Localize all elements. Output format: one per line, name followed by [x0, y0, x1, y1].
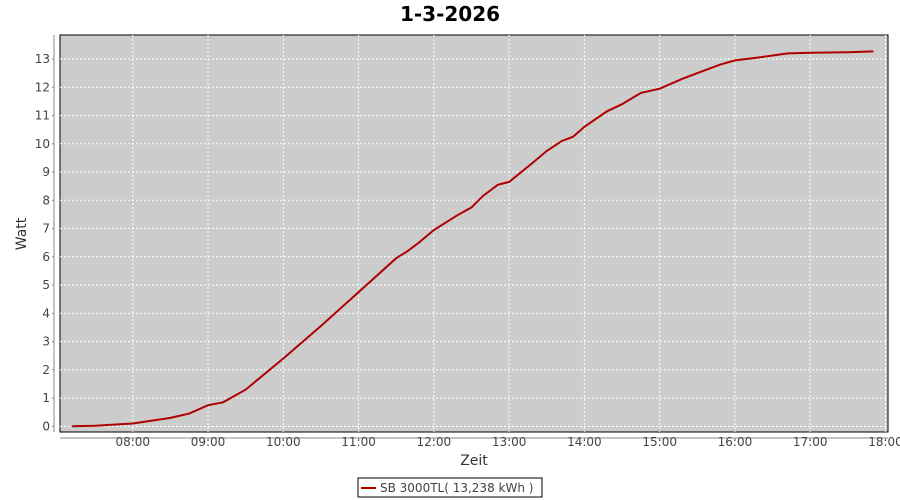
data-point: [433, 229, 435, 231]
y-tick-label: 2: [42, 363, 50, 377]
data-point: [704, 69, 706, 72]
plot-area: [59, 34, 889, 433]
x-axis-label: Zeit: [460, 453, 488, 469]
data-point: [719, 63, 721, 66]
data-point: [131, 422, 134, 425]
data-point: [621, 103, 623, 106]
y-tick-label: 7: [42, 222, 50, 236]
y-tick-label: 13: [35, 52, 50, 66]
data-point: [545, 150, 548, 152]
data-point: [320, 325, 322, 327]
data-point: [872, 50, 874, 53]
x-tick-label: 11:00: [341, 435, 376, 449]
data-point: [530, 162, 533, 165]
data-point: [481, 195, 484, 197]
x-tick-label: 15:00: [642, 435, 677, 449]
data-point: [207, 404, 209, 406]
series-line: [72, 50, 873, 428]
data-point: [681, 77, 684, 80]
data-point: [282, 357, 285, 360]
y-tick-label: 3: [42, 335, 50, 349]
data-point: [508, 181, 510, 183]
y-tick-label: 1: [42, 391, 50, 405]
data-point: [561, 140, 563, 142]
data-point: [847, 51, 849, 54]
data-point: [357, 291, 360, 293]
legend-box: [357, 477, 543, 498]
data-point: [658, 87, 661, 90]
y-tick-label: 8: [42, 193, 50, 207]
data-point: [497, 183, 499, 186]
data-point: [169, 417, 172, 419]
data-point: [734, 59, 736, 62]
y-tick-label: 12: [35, 80, 50, 94]
x-axis: 08:00 09:00 10:00 11:00 12:00 13:00 14:00 15:00…: [60, 435, 900, 449]
data-point: [395, 257, 398, 260]
data-point: [606, 110, 608, 113]
x-tick-label: 13:00: [492, 435, 527, 449]
data-point: [572, 135, 574, 138]
x-tick-label: 09:00: [191, 435, 226, 449]
series-points: [71, 50, 874, 428]
y-tick-label: 0: [42, 419, 50, 433]
data-point: [244, 388, 247, 391]
data-point: [583, 126, 586, 128]
x-tick-label: 12:00: [417, 435, 452, 449]
data-point: [455, 215, 458, 217]
data-point: [71, 425, 74, 428]
data-point: [188, 412, 191, 415]
y-tick-label: 4: [42, 306, 50, 320]
y-axis-label: Watt: [14, 217, 30, 250]
data-point: [756, 56, 759, 59]
x-tick-label: 17:00: [793, 435, 828, 449]
data-point: [94, 424, 96, 427]
y-tick-label: 6: [42, 250, 50, 264]
legend-label: SB 3000TL( 13,238 kWh ): [380, 481, 533, 495]
data-point: [809, 52, 812, 54]
x-tick-label: 10:00: [266, 435, 301, 449]
y-tick-label: 10: [35, 137, 50, 151]
data-point: [222, 401, 224, 404]
data-point: [406, 250, 409, 252]
x-tick-label: 18:00: [868, 435, 900, 449]
chart-title: 1-3-2026: [400, 2, 500, 26]
x-tick-label: 08:00: [115, 435, 150, 449]
y-tick-label: 5: [42, 278, 50, 292]
data-point: [786, 52, 789, 55]
x-tick-label: 14:00: [567, 435, 602, 449]
y-tick-label: 11: [35, 109, 50, 123]
data-point: [418, 241, 420, 244]
data-point: [640, 92, 642, 94]
legend: SB 3000TL( 13,238 kWh ): [357, 477, 543, 498]
x-tick-label: 16:00: [718, 435, 753, 449]
data-point: [470, 206, 473, 209]
y-tick-label: 9: [42, 165, 50, 179]
